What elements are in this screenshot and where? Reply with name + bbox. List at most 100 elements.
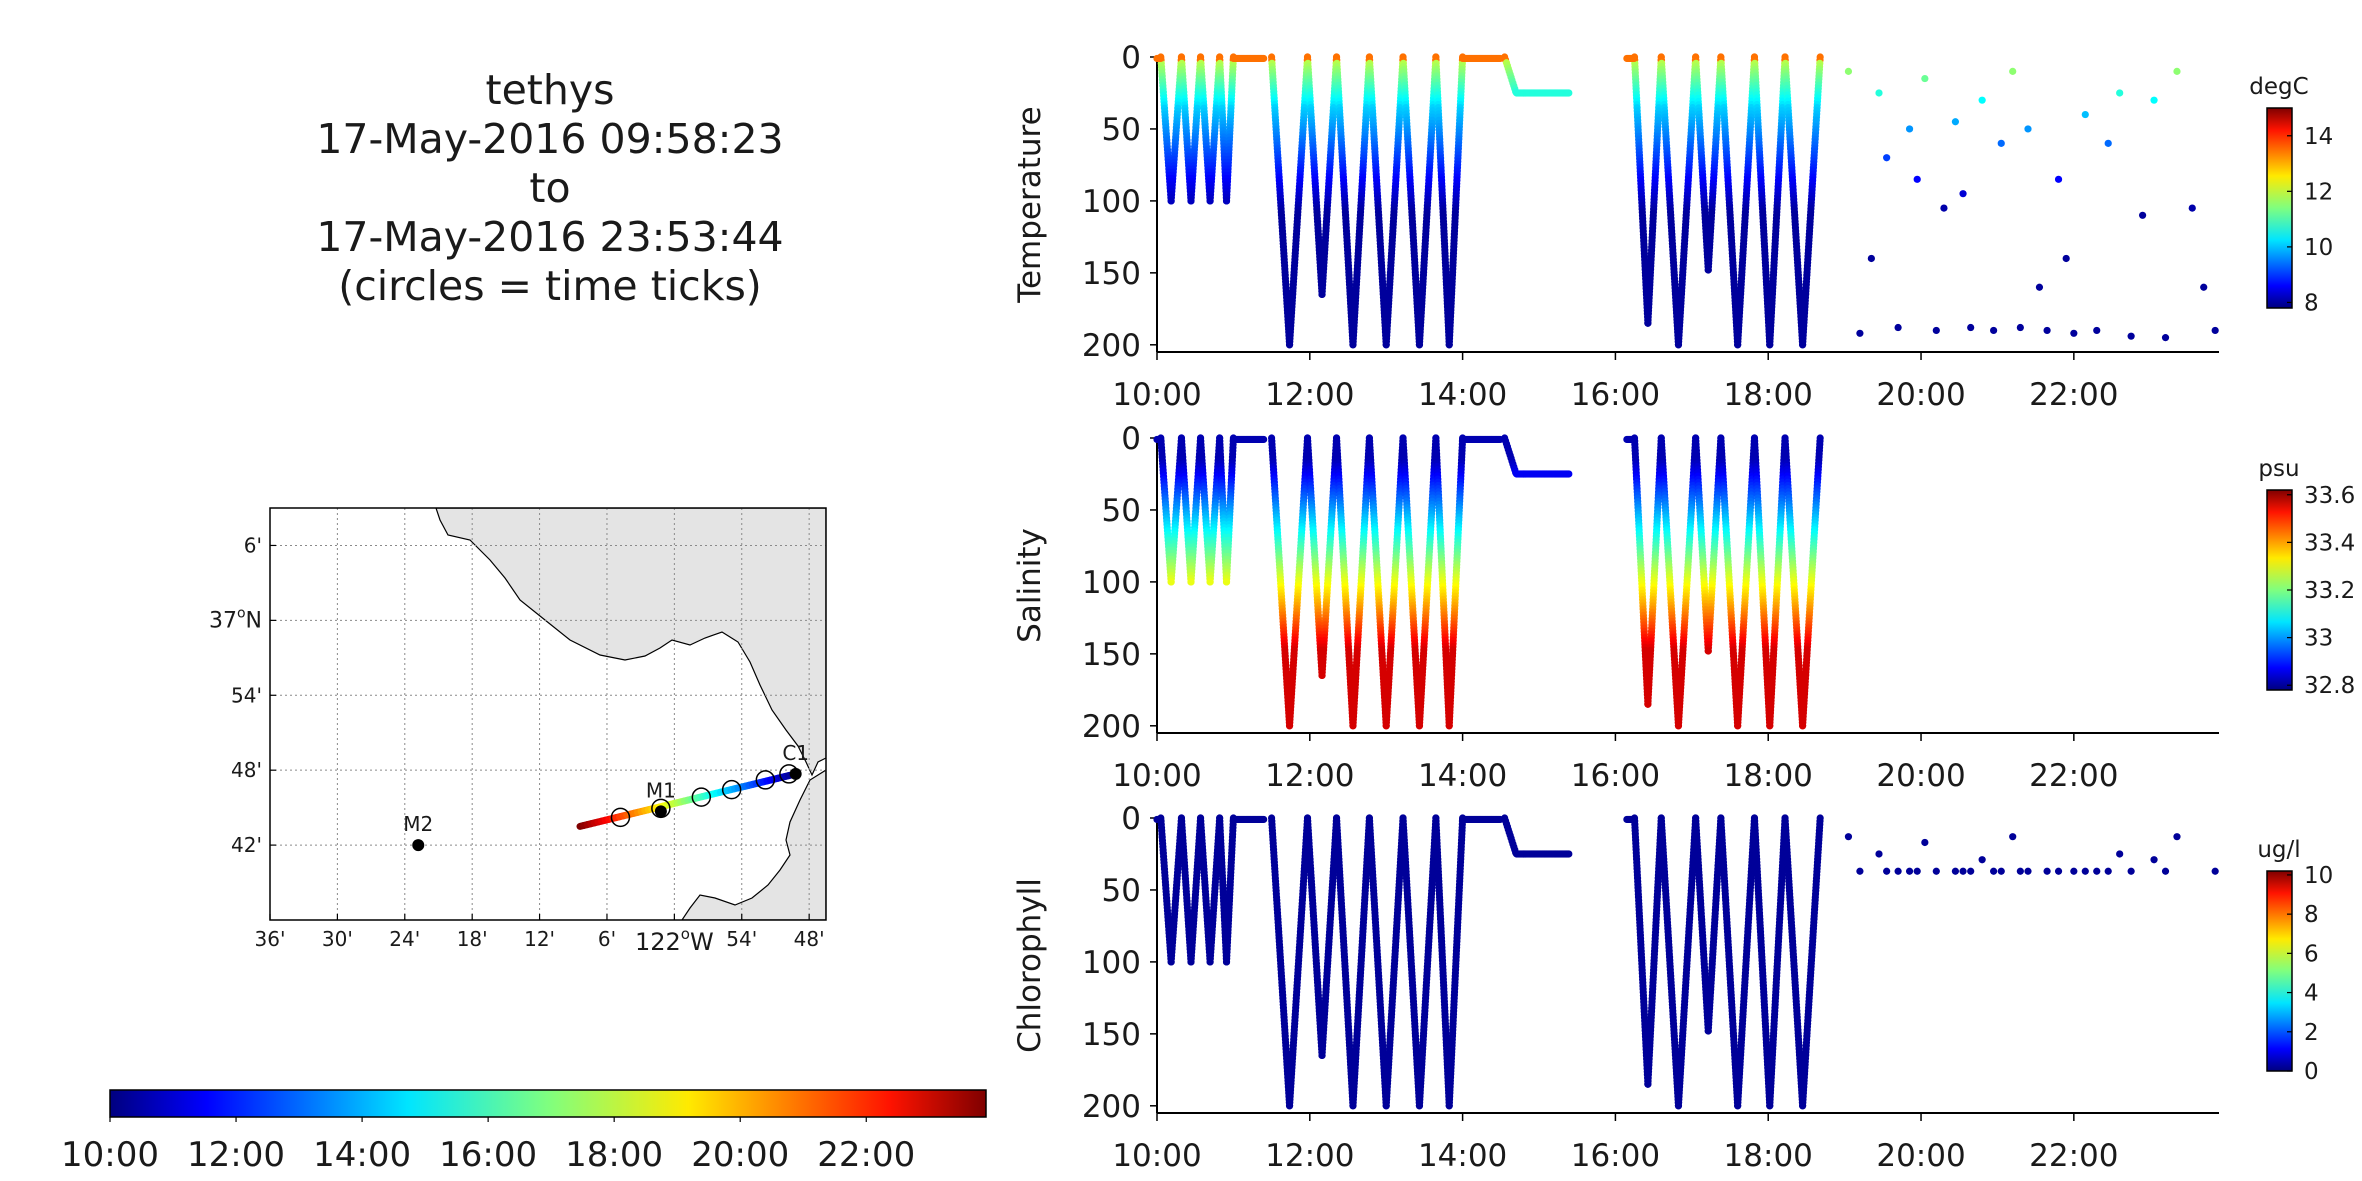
data-point [2211, 326, 2219, 335]
data-point [2150, 96, 2158, 104]
data-point [1222, 197, 1231, 205]
x-tick-label: 18:00 [1724, 758, 1813, 794]
colorbar-tick-label: 8 [2304, 290, 2319, 316]
station-marker [654, 805, 667, 818]
data-point [1349, 722, 1357, 730]
x-tick-label: 22:00 [2029, 758, 2118, 794]
y-tick-label: 0 [1121, 421, 1141, 457]
y-tick-label: 150 [1082, 637, 1141, 673]
y-tick-label: 100 [1082, 184, 1141, 220]
colorbar-tick-label: 12 [2304, 179, 2333, 205]
time-colorbar-label: 10:00 [61, 1135, 159, 1175]
x-tick-label: 14:00 [1418, 758, 1507, 794]
y-tick-label: 200 [1082, 328, 1141, 364]
coastline-south [681, 769, 826, 920]
data-point [1940, 204, 1948, 212]
data-point [2161, 334, 2170, 342]
map-lat-label: 6' [244, 533, 262, 557]
data-point [1734, 341, 1742, 349]
data-point [1222, 578, 1231, 586]
data-point [1990, 326, 1998, 335]
data-point [1285, 341, 1294, 349]
data-point [1415, 341, 1424, 349]
data-point [1415, 722, 1424, 730]
data-point [1867, 254, 1875, 263]
data-point [1704, 647, 1712, 655]
x-tick-label: 14:00 [1418, 377, 1507, 413]
data-point [1674, 722, 1683, 730]
map-lon-label: 30' [322, 927, 353, 951]
y-tick-label: 50 [1102, 493, 1141, 529]
data-point [1445, 341, 1453, 349]
data-point [1883, 154, 1891, 162]
data-point [1967, 323, 1975, 332]
data-point [1644, 700, 1652, 708]
station-label: M2 [403, 812, 433, 836]
data-point [2024, 125, 2032, 133]
map-lon-label: 12' [524, 927, 555, 951]
time-colorbar-label: 22:00 [817, 1135, 915, 1175]
data-point [2188, 204, 2196, 212]
x-tick-label: 16:00 [1571, 377, 1660, 413]
map-lat-label: 48' [231, 758, 262, 782]
data-point [1959, 190, 1967, 198]
data-point [1167, 578, 1175, 586]
data-point [1382, 722, 1390, 730]
circles-note: (circles = time ticks) [338, 262, 762, 310]
x-tick-label: 16:00 [1571, 758, 1660, 794]
colorbar-bar [2266, 107, 2293, 309]
time-tick-circle [610, 807, 631, 828]
data-point [2104, 139, 2112, 147]
map-lat-label: 37oN [209, 605, 262, 633]
data-point [2138, 211, 2147, 219]
data-point [1921, 74, 1929, 83]
data-point [1844, 67, 1853, 75]
data-point [2093, 326, 2101, 335]
vehicle-name: tethys [485, 66, 615, 114]
time-tick-circle [755, 770, 776, 790]
x-tick-label: 18:00 [1724, 377, 1813, 413]
data-point [1894, 323, 1902, 332]
coastline-land [435, 508, 826, 777]
data-point [2054, 175, 2063, 183]
time-colorbar-label: 14:00 [313, 1135, 411, 1175]
map-grid [270, 508, 826, 920]
x-tick-label: 10:00 [1112, 377, 1201, 413]
data-points [1153, 434, 1824, 730]
data-point [1157, 54, 1165, 63]
y-axis-label: Salinity [1012, 528, 1048, 643]
y-tick-label: 200 [1082, 709, 1141, 745]
data-point [1997, 139, 2005, 147]
map-frame [269, 507, 827, 921]
data-point [1951, 118, 1960, 126]
data-point [1856, 329, 1864, 337]
data-point [1905, 125, 1914, 133]
data-point [2116, 89, 2124, 97]
data-point [2035, 283, 2044, 291]
map-lon-label: 48' [794, 927, 825, 951]
data-point [2081, 110, 2089, 119]
x-tick-label: 22:00 [2029, 377, 2118, 413]
time-colorbar-label: 12:00 [187, 1135, 285, 1175]
data-point [2127, 332, 2135, 340]
station-label: C1 [782, 741, 809, 765]
data-point [1565, 89, 1573, 97]
data-point [1766, 341, 1774, 349]
map-lon-label: 122oW [635, 925, 714, 956]
data-point [1704, 266, 1712, 274]
map-lon-label: 54' [726, 927, 757, 951]
start-time: 17-May-2016 09:58:23 [316, 115, 784, 163]
stations: C1 M1 M2 [403, 741, 809, 852]
data-point [1206, 578, 1214, 586]
data-point [2043, 326, 2051, 335]
data-point [1349, 341, 1357, 349]
map-lat-label: 42' [231, 833, 262, 857]
colorbar-units: degC [2249, 74, 2308, 100]
station-label: M1 [646, 778, 676, 802]
data-point [1260, 54, 1268, 63]
